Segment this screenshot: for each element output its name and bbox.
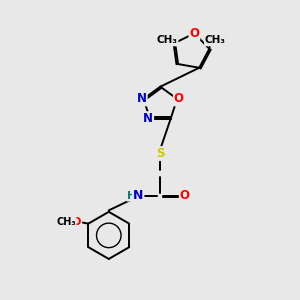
Text: CH₃: CH₃ [157,35,178,46]
Text: O: O [189,27,200,40]
Text: O: O [174,92,184,105]
Text: H: H [127,190,136,201]
Text: S: S [156,147,165,160]
Text: N: N [137,92,147,105]
Text: O: O [72,217,81,227]
Text: O: O [180,189,190,202]
Text: CH₃: CH₃ [56,217,76,227]
Text: N: N [133,189,143,202]
Text: N: N [143,112,153,125]
Text: CH₃: CH₃ [205,35,226,46]
